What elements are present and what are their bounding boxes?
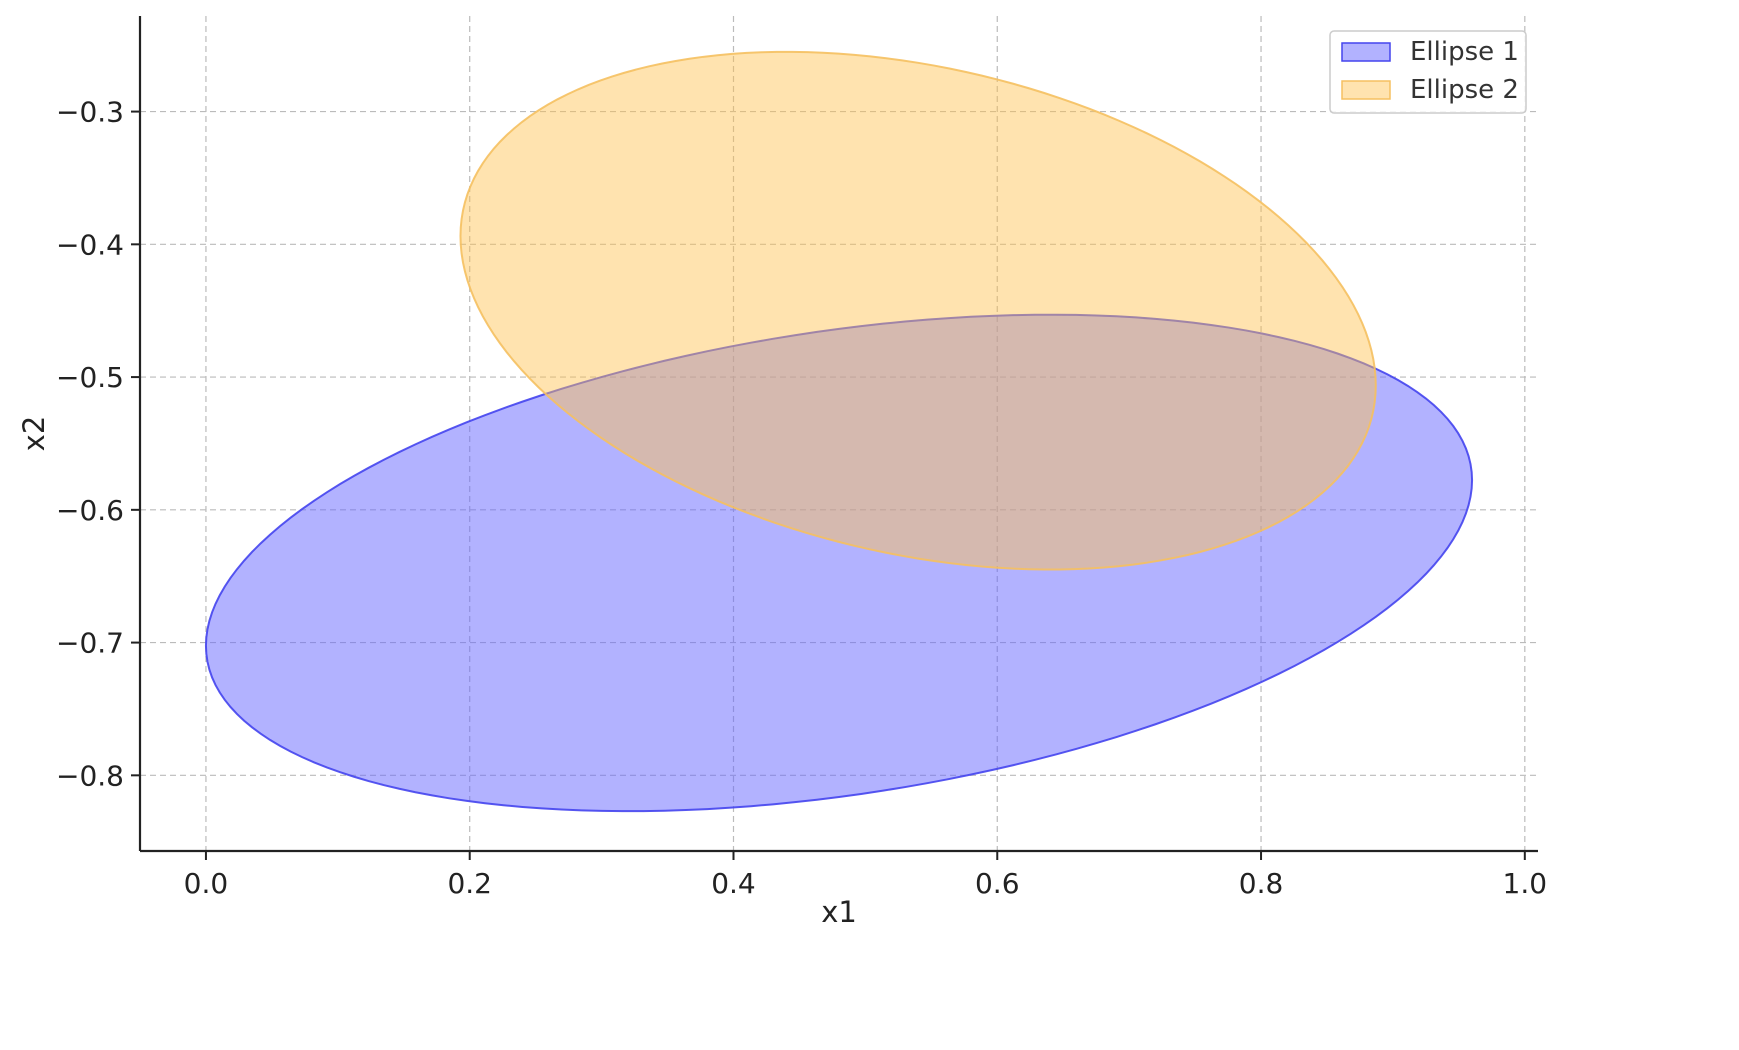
legend-swatch-ellipse-1 — [1341, 42, 1391, 62]
tick-labels: 0.0 0.2 0.4 0.6 0.8 1.0 −0.3 −0.4 −0.5 −0.6 −0.7 −0… — [56, 96, 1547, 900]
y-tick-label-1: −0.4 — [56, 228, 124, 261]
y-axis-label: x2 — [17, 416, 51, 452]
y-tick-label-4: −0.7 — [56, 627, 124, 660]
y-tick-label-0: −0.3 — [56, 96, 124, 129]
x-tick-label-2: 0.4 — [711, 867, 756, 900]
x-axis-label: x1 — [821, 895, 857, 929]
axes — [138, 16, 1538, 853]
x-tick-label-3: 0.6 — [975, 867, 1020, 900]
y-tick-label-2: −0.5 — [56, 361, 124, 394]
ellipse-1 — [204, 313, 1474, 813]
x-tick-label-5: 1.0 — [1503, 867, 1548, 900]
legend-swatch-ellipse-2 — [1341, 80, 1391, 100]
x-tick-label-1: 0.2 — [447, 867, 492, 900]
x-tick-label-4: 0.8 — [1239, 867, 1284, 900]
y-tick-label-3: −0.6 — [56, 494, 124, 527]
legend-label-ellipse-2: Ellipse 2 — [1410, 75, 1519, 105]
legend-label-ellipse-1: Ellipse 1 — [1410, 37, 1519, 67]
legend: Ellipse 1 Ellipse 2 — [1329, 30, 1527, 114]
ellipse-2 — [459, 50, 1377, 571]
x-tick-label-0: 0.0 — [184, 867, 229, 900]
y-tick-label-5: −0.8 — [56, 759, 124, 792]
ellipse-series — [204, 50, 1474, 813]
